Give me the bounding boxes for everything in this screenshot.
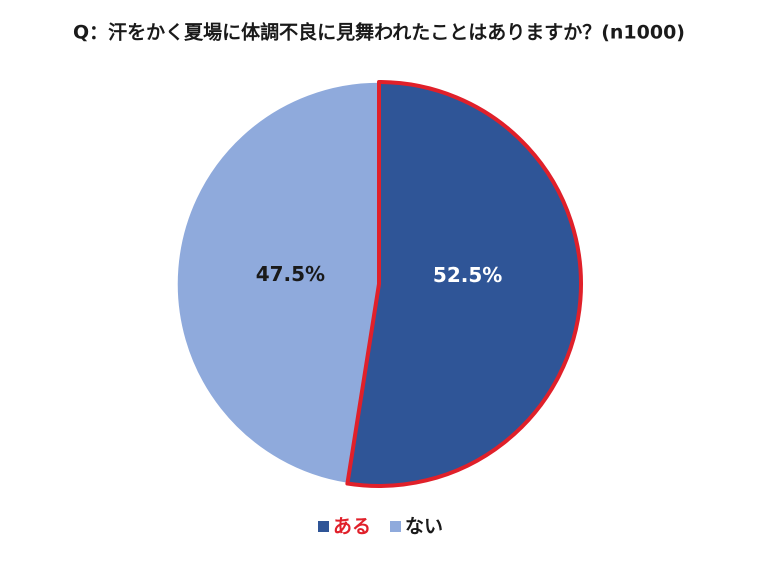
- legend-label: ある: [333, 516, 371, 538]
- value-label: 47.5%: [256, 262, 325, 286]
- value-label: 52.5%: [433, 263, 502, 287]
- legend-swatch: [390, 521, 401, 532]
- legend-label: ない: [405, 516, 443, 538]
- legend-swatch: [318, 521, 329, 532]
- pie-slice: [176, 81, 380, 485]
- chart-title: Q：汗をかく夏場に体調不良に見舞われたことはありますか？(n1000): [73, 21, 685, 44]
- slice-highlight: [345, 80, 583, 488]
